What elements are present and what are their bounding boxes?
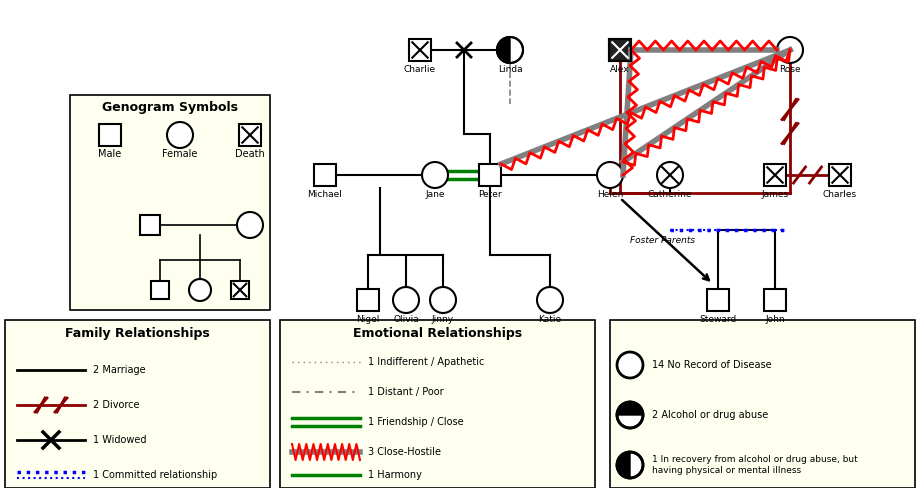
Bar <box>70 95 270 310</box>
Bar <box>707 289 729 311</box>
Text: James: James <box>762 190 788 199</box>
Bar <box>764 164 786 186</box>
Bar <box>829 164 851 186</box>
Text: 1 Indifferent / Apathetic: 1 Indifferent / Apathetic <box>368 357 484 367</box>
Bar <box>479 164 501 186</box>
Circle shape <box>497 37 523 63</box>
Text: 1 Committed relationship: 1 Committed relationship <box>93 470 217 480</box>
Bar <box>357 289 379 311</box>
Text: Charles: Charles <box>823 190 857 199</box>
Text: Jane: Jane <box>426 190 445 199</box>
Circle shape <box>430 287 456 313</box>
Circle shape <box>537 287 563 313</box>
Bar <box>140 215 160 235</box>
Bar <box>610 320 915 488</box>
Text: Alex: Alex <box>611 65 630 74</box>
Text: 1 Distant / Poor: 1 Distant / Poor <box>368 387 444 397</box>
Text: Catherine: Catherine <box>647 190 693 199</box>
Circle shape <box>657 162 683 188</box>
Text: Helen: Helen <box>597 190 624 199</box>
Text: Nigel: Nigel <box>356 315 379 324</box>
Circle shape <box>617 402 643 428</box>
Text: Peter: Peter <box>478 190 502 199</box>
Text: Steward: Steward <box>699 315 737 324</box>
Text: Linda: Linda <box>497 65 522 74</box>
Text: Rose: Rose <box>779 65 801 74</box>
Circle shape <box>189 279 211 301</box>
Text: Katie: Katie <box>539 315 562 324</box>
Circle shape <box>617 352 643 378</box>
Circle shape <box>777 37 803 63</box>
Text: John: John <box>765 315 785 324</box>
Text: 2 Divorce: 2 Divorce <box>93 400 139 410</box>
Bar <box>151 281 169 299</box>
Text: 1 Widowed: 1 Widowed <box>93 435 146 445</box>
Bar <box>609 39 631 61</box>
Text: Family Relationships: Family Relationships <box>65 327 210 341</box>
Text: Male: Male <box>99 149 122 159</box>
Circle shape <box>167 122 193 148</box>
Bar <box>409 39 431 61</box>
Bar <box>231 281 249 299</box>
Text: Olivia: Olivia <box>393 315 419 324</box>
Text: Emotional Relationships: Emotional Relationships <box>353 327 522 341</box>
Polygon shape <box>497 37 510 63</box>
Bar <box>609 39 631 61</box>
Text: 3 Close-Hostile: 3 Close-Hostile <box>368 447 441 457</box>
Text: Charlie: Charlie <box>404 65 436 74</box>
Text: Foster Parents: Foster Parents <box>630 236 695 245</box>
Text: 14 No Record of Disease: 14 No Record of Disease <box>652 360 772 370</box>
Bar <box>280 320 595 488</box>
Bar <box>314 164 336 186</box>
Bar <box>5 320 270 488</box>
Text: 1 Harmony: 1 Harmony <box>368 470 422 480</box>
Polygon shape <box>617 452 630 478</box>
Text: Michael: Michael <box>308 190 343 199</box>
Circle shape <box>237 212 263 238</box>
Polygon shape <box>617 402 643 415</box>
Text: Death: Death <box>235 149 265 159</box>
Text: 2 Marriage: 2 Marriage <box>93 365 146 375</box>
Circle shape <box>617 452 643 478</box>
Text: Jinny: Jinny <box>432 315 454 324</box>
Text: 1 Friendship / Close: 1 Friendship / Close <box>368 417 463 427</box>
Text: Female: Female <box>162 149 198 159</box>
Bar <box>764 289 786 311</box>
Text: 1 In recovery from alcohol or drug abuse, but
having physical or mental illness: 1 In recovery from alcohol or drug abuse… <box>652 455 857 475</box>
Circle shape <box>422 162 448 188</box>
Circle shape <box>597 162 623 188</box>
Text: 2 Alcohol or drug abuse: 2 Alcohol or drug abuse <box>652 410 768 420</box>
Circle shape <box>393 287 419 313</box>
Text: Genogram Symbols: Genogram Symbols <box>102 101 238 114</box>
Bar <box>239 124 261 146</box>
Bar <box>99 124 121 146</box>
